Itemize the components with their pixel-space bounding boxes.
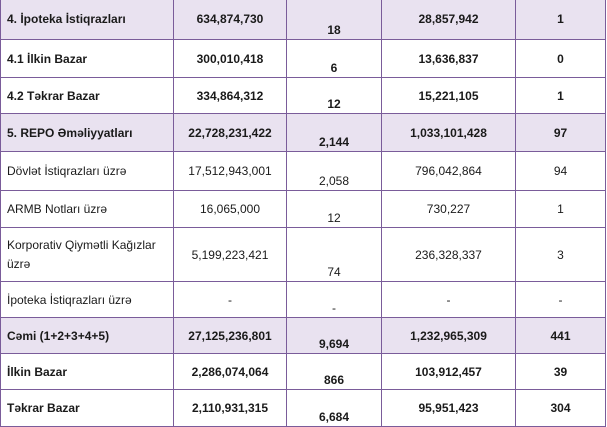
volume-value: 5,199,223,421 bbox=[173, 227, 287, 282]
participant-count: 97 bbox=[515, 113, 606, 152]
table-row: İlkin Bazar 2,286,074,064 866 103,912,457 39 bbox=[0, 353, 606, 390]
row-label: 4. İpoteka İstiqrazları bbox=[0, 0, 174, 40]
deal-count: 9,694 bbox=[286, 317, 382, 354]
table-row: 4.1 İlkin Bazar 300,010,418 6 13,636,837 0 bbox=[0, 39, 606, 78]
row-label: 4.2 Təkrar Bazar bbox=[0, 77, 174, 114]
deal-count: 6,684 bbox=[286, 389, 382, 427]
deal-count: 74 bbox=[286, 227, 382, 282]
volume-value: 16,065,000 bbox=[173, 190, 287, 228]
row-label: 4.1 İlkin Bazar bbox=[0, 39, 174, 78]
volume-usd-value: 103,912,457 bbox=[381, 353, 516, 390]
table-row: Təkrar Bazar 2,110,931,315 6,684 95,951,423… bbox=[0, 389, 606, 427]
volume-usd-value: 1,232,965,309 bbox=[381, 317, 516, 354]
volume-value: 2,110,931,315 bbox=[173, 389, 287, 427]
deal-count: 12 bbox=[286, 77, 382, 114]
volume-value: 22,728,231,422 bbox=[173, 113, 287, 152]
volume-usd-value: 236,328,337 bbox=[381, 227, 516, 282]
clipped-top-value: 000 bbox=[288, 0, 381, 2]
table-row: Cəmi (1+2+3+4+5) 27,125,236,801 9,694 1,232… bbox=[0, 317, 606, 354]
row-label: 5. REPO Əməliyyatları bbox=[0, 113, 174, 152]
row-label: Cəmi (1+2+3+4+5) bbox=[0, 317, 174, 354]
table-row: Korporativ Qiymətli Kağızlar üzrə 5,199,2… bbox=[0, 227, 606, 282]
deal-count: - bbox=[286, 281, 382, 318]
table-row: 4.2 Təkrar Bazar 334,864,312 12 15,221,105 1 bbox=[0, 77, 606, 114]
table-row: 5. REPO Əməliyyatları 22,728,231,422 2,144… bbox=[0, 113, 606, 152]
volume-usd-value: 15,221,105 bbox=[381, 77, 516, 114]
volume-usd-value: 796,042,864 bbox=[381, 151, 516, 191]
volume-value: 17,512,943,001 bbox=[173, 151, 287, 191]
deal-count: 6 bbox=[286, 39, 382, 78]
volume-usd-value: - bbox=[381, 281, 516, 318]
volume-value: 27,125,236,801 bbox=[173, 317, 287, 354]
volume-value: 2,286,074,064 bbox=[173, 353, 287, 390]
volume-usd-value: 28,857,942 bbox=[381, 0, 516, 40]
row-label: İpoteka İstiqrazları üzrə bbox=[0, 281, 174, 318]
participant-count: 0 bbox=[515, 39, 606, 78]
participant-count: 1 bbox=[515, 190, 606, 228]
deal-count-text: 18 bbox=[327, 23, 341, 37]
volume-usd-value: 1,033,101,428 bbox=[381, 113, 516, 152]
participant-count: 441 bbox=[515, 317, 606, 354]
participant-count: 304 bbox=[515, 389, 606, 427]
participant-count: - bbox=[515, 281, 606, 318]
row-label: ARMB Notları üzrə bbox=[0, 190, 174, 228]
row-label: Təkrar Bazar bbox=[0, 389, 174, 427]
participant-count: 1 bbox=[515, 77, 606, 114]
row-label: Korporativ Qiymətli Kağızlar üzrə bbox=[0, 227, 174, 282]
deal-count: 12 bbox=[286, 190, 382, 228]
volume-value: 334,864,312 bbox=[173, 77, 287, 114]
deal-count: 866 bbox=[286, 353, 382, 390]
participant-count: 94 bbox=[515, 151, 606, 191]
volume-value: 300,010,418 bbox=[173, 39, 287, 78]
participant-count: 39 bbox=[515, 353, 606, 390]
table-row: İpoteka İstiqrazları üzrə - - - - bbox=[0, 281, 606, 318]
deal-count: 2,144 bbox=[286, 113, 382, 152]
deal-count: 2,058 bbox=[286, 151, 382, 191]
row-label: Dövlət İstiqrazları üzrə bbox=[0, 151, 174, 191]
table-row: Dövlət İstiqrazları üzrə 17,512,943,001 2,… bbox=[0, 151, 606, 191]
volume-usd-value: 13,636,837 bbox=[381, 39, 516, 78]
participant-count: 1 bbox=[515, 0, 606, 40]
row-label: İlkin Bazar bbox=[0, 353, 174, 390]
participant-count: 3 bbox=[515, 227, 606, 282]
deal-count: 000 18 bbox=[286, 0, 382, 40]
volume-value: 634,874,730 bbox=[173, 0, 287, 40]
table-row: ARMB Notları üzrə 16,065,000 12 730,227 1 bbox=[0, 190, 606, 228]
volume-usd-value: 730,227 bbox=[381, 190, 516, 228]
volume-usd-value: 95,951,423 bbox=[381, 389, 516, 427]
volume-value: - bbox=[173, 281, 287, 318]
